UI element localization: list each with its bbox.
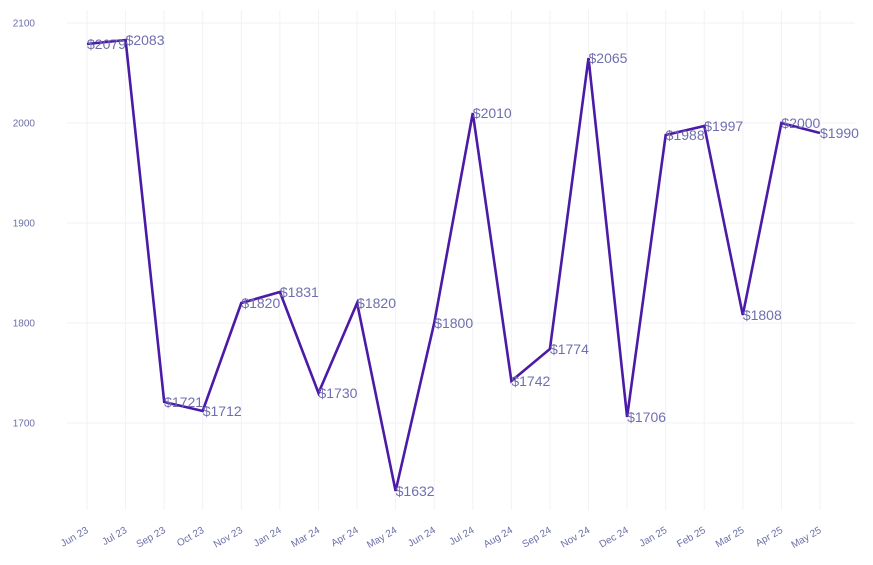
- x-tick-label: Dec 24: [598, 525, 631, 551]
- x-tick-label: Jul 24: [448, 525, 477, 548]
- series-line-group: [86, 38, 821, 492]
- y-tick-label: 1900: [13, 219, 36, 230]
- x-tick-label: Jul 23: [100, 525, 129, 548]
- data-label: $2010: [473, 105, 512, 121]
- y-tick-label: 2100: [13, 19, 36, 30]
- data-label: $1831: [280, 284, 319, 300]
- x-tick-label: Jun 23: [59, 525, 91, 550]
- x-tick-label: Jan 24: [252, 525, 284, 550]
- x-axis: Jun 23 Jul 23 Sep 23 Oct 23 Nov 23 Jan 24 Mar …: [59, 525, 824, 551]
- x-tick-label: Feb 25: [675, 525, 708, 550]
- data-label: $2083: [126, 32, 165, 48]
- x-tick-label: Oct 23: [175, 525, 206, 549]
- x-tick-label: Mar 25: [714, 525, 747, 550]
- data-label: $1997: [704, 118, 743, 134]
- x-tick-label: Apr 24: [330, 525, 361, 549]
- x-tick-label: May 24: [365, 525, 399, 551]
- data-label: $1721: [164, 394, 203, 410]
- series-line: [86, 38, 821, 492]
- data-label: $1730: [318, 385, 357, 401]
- x-tick-label: Sep 24: [520, 525, 553, 551]
- data-label: $2000: [781, 115, 820, 131]
- x-tick-label: Jun 24: [406, 525, 438, 550]
- x-tick-label: Mar 24: [290, 525, 323, 550]
- data-label: $1820: [241, 295, 280, 311]
- x-tick-label: Apr 25: [754, 525, 785, 549]
- data-label: $1774: [550, 341, 589, 357]
- data-label: $1988: [666, 127, 705, 143]
- data-label: $1808: [743, 307, 782, 323]
- data-label: $1742: [511, 373, 550, 389]
- y-tick-label: 1700: [13, 419, 36, 430]
- data-label: $2065: [589, 50, 628, 66]
- data-label: $1820: [357, 295, 396, 311]
- x-tick-label: Jan 25: [638, 525, 670, 550]
- grid: [67, 10, 855, 510]
- y-tick-label: 2000: [13, 119, 36, 130]
- data-label: $1632: [396, 483, 435, 499]
- x-tick-label: Nov 24: [559, 525, 592, 551]
- x-tick-label: Sep 23: [135, 525, 168, 551]
- data-label: $1990: [820, 125, 859, 141]
- data-labels: $2079 $2083$1721$1712$1820$1831$1730$1820…: [87, 32, 859, 499]
- x-tick-label: Nov 23: [212, 525, 245, 551]
- data-label: $1706: [627, 409, 666, 425]
- data-label: $2079: [87, 36, 126, 52]
- y-tick-label: 1800: [13, 319, 36, 330]
- y-axis: 1700 1800 1900 2000 2100: [13, 19, 36, 430]
- x-tick-label: Aug 24: [482, 525, 515, 551]
- data-label: $1712: [203, 403, 242, 419]
- data-label: $1800: [434, 315, 473, 331]
- x-tick-label: May 25: [790, 525, 824, 551]
